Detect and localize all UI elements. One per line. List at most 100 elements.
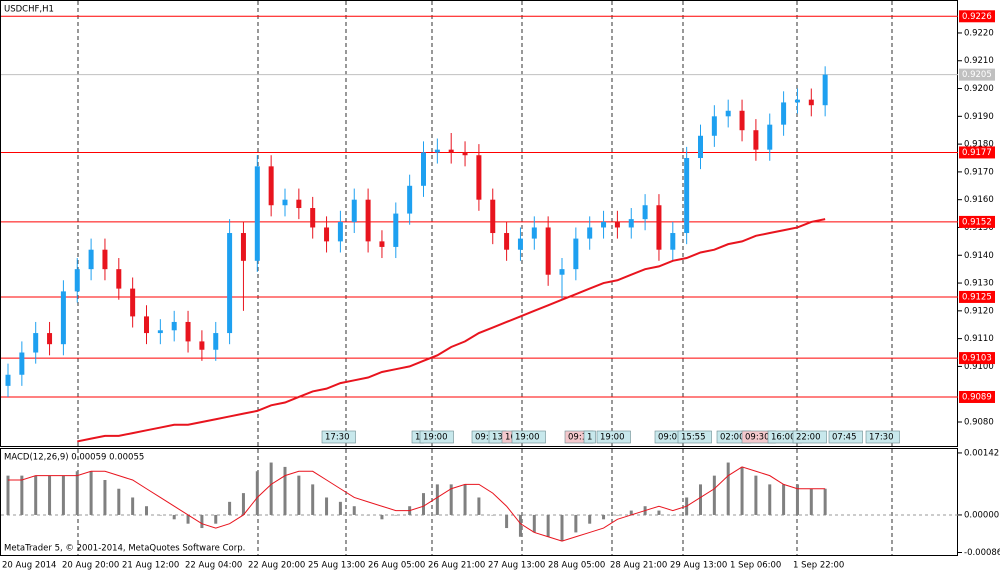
candle-body [614,221,620,228]
candle-body [504,233,510,250]
histogram-bar [61,475,65,515]
y-tick-label: 0.00142 [964,448,999,458]
histogram-bar [712,475,716,515]
time-label: 20 Aug 20:00 [62,561,119,571]
event-label: 15:55 [681,433,706,443]
histogram-bar [103,480,107,515]
histogram-bar [338,501,342,515]
y-tick-label: 0.9160 [964,195,994,205]
candle-body [227,233,233,334]
histogram-bar [228,501,232,515]
time-label: 1 Sep 06:00 [730,561,781,571]
histogram-bar [366,514,370,516]
time-label: 20 Aug 2014 [2,561,56,571]
footer: MetaTrader 5, © 2001-2014, MetaQuotes So… [4,544,245,554]
histogram-bar [560,514,564,542]
y-tick-label: 0.9130 [964,279,994,289]
histogram-bar [186,514,190,524]
event-marker [511,430,546,444]
y-tick-label: 0.9150 [964,223,994,233]
event-label: 17:30 [869,433,894,443]
event-marker [828,430,863,444]
histogram-bar [131,497,135,515]
candle-body [517,238,523,250]
candle-body [739,110,745,131]
candle-body [490,199,496,234]
level-label-box [959,352,995,365]
histogram-bar [449,484,453,515]
histogram-bar [380,514,384,520]
histogram-bar [782,484,786,515]
time-label: 26 Aug 05:00 [368,561,425,571]
histogram-bar [518,514,522,537]
histogram-bar [297,475,301,515]
candle-body [60,291,66,345]
candle-body [185,321,191,342]
histogram-bar [477,497,481,515]
event-label: 17:30 [325,433,350,443]
histogram-bar [145,506,148,515]
time-label: 25 Aug 13:00 [308,561,365,571]
candle-body [171,321,177,331]
event-label: 07:45 [832,433,857,443]
time-label: 21 Aug 12:00 [122,561,179,571]
event-label: 1 [587,433,592,443]
histogram-bar [699,484,702,515]
y-tick-label: 0.9080 [964,417,994,427]
candle-body [531,227,537,239]
histogram-bar [394,514,398,516]
time-label: 22 Aug 04:00 [185,561,242,571]
y-tick-label: 0.9200 [964,84,994,94]
level-label-box [959,290,995,303]
event-marker [865,430,900,444]
event-label: 16 [505,433,516,443]
chart-title: USDCHF,H1 [4,5,54,15]
histogram-bar [214,514,218,524]
candle-body [559,269,565,275]
histogram-bar [255,471,259,515]
candle-body [434,149,440,153]
candle-body [102,249,108,270]
histogram-bar [283,466,287,515]
histogram-bar [740,466,744,515]
candle-body [573,238,579,270]
candle-body [753,130,759,150]
histogram-bar [546,514,550,537]
signal-line [8,466,826,542]
event-label: 09:0 [475,433,494,443]
y-tick-label: 0.9120 [964,306,994,316]
histogram-bar [754,475,758,515]
macd-title: MACD(12,26,9) 0.00059 0.00055 [4,453,144,463]
time-label: 1 Sep 22:00 [793,561,844,571]
y-tick-label: 0.9220 [964,28,994,38]
histogram-bar [20,475,24,515]
histogram-bar [158,514,162,516]
histogram-bar [352,506,356,515]
histogram-bar [588,514,592,524]
event-label: 1 [415,433,420,443]
event-label: 16:00 [771,433,796,443]
histogram-bar [435,484,439,515]
candle-body [116,269,122,289]
time-label: 28 Aug 05:00 [548,561,605,571]
y-tick-label: 0.00000 [964,510,999,520]
candle-body [794,99,800,103]
candle-body [407,185,413,214]
histogram-bar [241,493,245,515]
histogram-bar [75,471,79,515]
event-label: 19:00 [515,433,540,443]
macd-panel [0,448,958,556]
histogram-bar [809,488,813,515]
level-label: 0.9177 [962,148,992,158]
candle-body [144,316,149,334]
candle-body [670,233,676,250]
candle-body [725,110,731,117]
candle-body [324,227,330,242]
level-label: 0.9152 [962,217,992,227]
histogram-bar [422,493,425,515]
histogram-bar [117,488,121,515]
time-label: 27 Aug 13:00 [488,561,545,571]
candle-body [199,341,205,350]
histogram-bar [602,514,606,520]
level-label-box [959,215,995,228]
